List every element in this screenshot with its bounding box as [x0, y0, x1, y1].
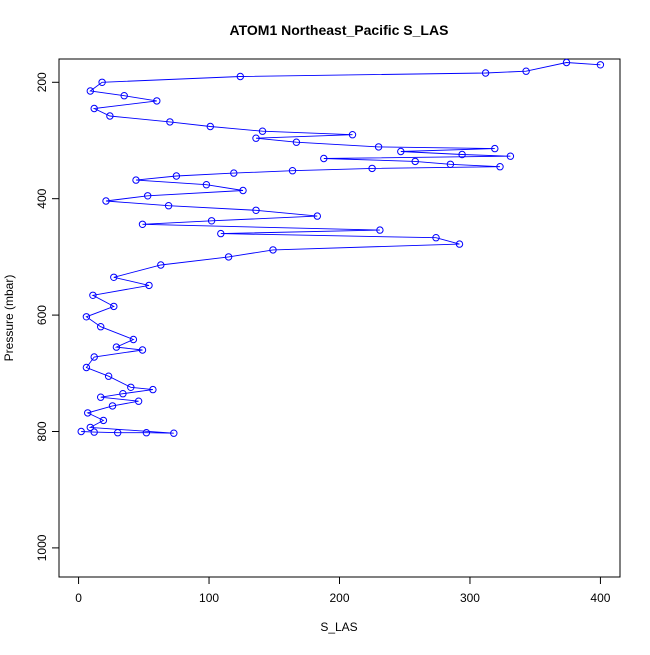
- data-point: [446, 160, 455, 169]
- data-point: [164, 202, 173, 210]
- data-point: [112, 343, 121, 351]
- data-point: [522, 67, 530, 75]
- data-point: [292, 138, 301, 146]
- data-point: [90, 104, 98, 113]
- data-point: [224, 253, 233, 261]
- data-point: [236, 72, 245, 81]
- data-point: [313, 212, 321, 220]
- data-point: [127, 383, 135, 391]
- data-point: [230, 169, 238, 177]
- x-tick-label: 200: [329, 591, 349, 605]
- x-axis-title: S_LAS: [320, 620, 357, 634]
- data-point: [376, 226, 384, 234]
- data-point: [77, 427, 85, 436]
- data-point: [157, 261, 165, 269]
- axis-ticks: 0 100 200 300 400 200 400 600 800 1000: [35, 72, 611, 605]
- data-point: [138, 346, 147, 354]
- data-point: [84, 409, 92, 417]
- plot-frame: [58, 58, 621, 578]
- series-points: [77, 58, 605, 437]
- data-point: [145, 281, 153, 290]
- data-point: [120, 92, 128, 100]
- data-point: [269, 246, 277, 254]
- data-point: [142, 429, 151, 437]
- data-point: [104, 372, 113, 380]
- data-point: [491, 144, 499, 153]
- data-point: [132, 176, 140, 184]
- data-point: [86, 87, 95, 95]
- data-point: [258, 127, 267, 135]
- data-point: [239, 186, 247, 195]
- plot-area: [58, 58, 621, 578]
- data-point: [217, 229, 225, 238]
- data-point: [89, 291, 97, 299]
- data-point: [110, 302, 118, 311]
- y-axis-title: Pressure (mbar): [2, 275, 16, 362]
- data-point: [207, 217, 216, 225]
- data-point: [172, 172, 181, 180]
- data-point: [153, 97, 161, 105]
- data-point: [170, 429, 178, 437]
- data-point: [138, 220, 147, 229]
- data-point: [90, 353, 98, 361]
- data-point: [82, 313, 91, 321]
- x-tick-label: 100: [199, 591, 219, 605]
- data-point: [562, 58, 571, 67]
- data-point: [129, 335, 138, 344]
- data-point: [97, 323, 105, 331]
- data-point: [144, 192, 152, 200]
- data-point: [134, 397, 143, 405]
- data-point: [98, 78, 106, 87]
- data-point: [252, 134, 260, 142]
- data-point: [252, 206, 260, 215]
- data-point: [320, 154, 328, 163]
- y-tick-label: 1000: [35, 534, 49, 561]
- series-line: [81, 62, 601, 434]
- y-tick-label: 800: [35, 421, 49, 441]
- data-point: [458, 150, 466, 159]
- y-tick-label: 200: [35, 72, 49, 92]
- x-tick-label: 0: [75, 591, 82, 605]
- y-tick-label: 600: [35, 305, 49, 325]
- data-point: [596, 61, 605, 69]
- data-point: [506, 152, 515, 160]
- data-point: [86, 423, 95, 432]
- data-point: [432, 234, 440, 242]
- x-tick-label: 300: [460, 591, 480, 605]
- data-point: [119, 390, 127, 398]
- data-point: [206, 122, 215, 131]
- data-point: [348, 131, 357, 139]
- data-point: [106, 112, 114, 120]
- data-point: [455, 240, 464, 248]
- data-point: [108, 402, 117, 410]
- data-point: [90, 428, 98, 436]
- data-point: [397, 147, 405, 156]
- data-point: [202, 181, 211, 189]
- data-point: [102, 197, 110, 205]
- data-point: [496, 163, 504, 171]
- data-point: [149, 385, 157, 394]
- chart-title: ATOM1 Northeast_Pacific S_LAS: [230, 22, 449, 38]
- data-point: [411, 157, 419, 166]
- data-point: [368, 164, 376, 173]
- data-point: [114, 429, 122, 437]
- data-point: [288, 167, 297, 175]
- data-point: [82, 363, 91, 372]
- data-point: [374, 143, 383, 151]
- data-point: [110, 273, 118, 281]
- y-tick-label: 400: [35, 188, 49, 208]
- data-point: [481, 69, 490, 77]
- data-point: [97, 393, 105, 401]
- data-point: [166, 118, 174, 126]
- data-point: [99, 416, 108, 425]
- x-tick-label: 400: [590, 591, 610, 605]
